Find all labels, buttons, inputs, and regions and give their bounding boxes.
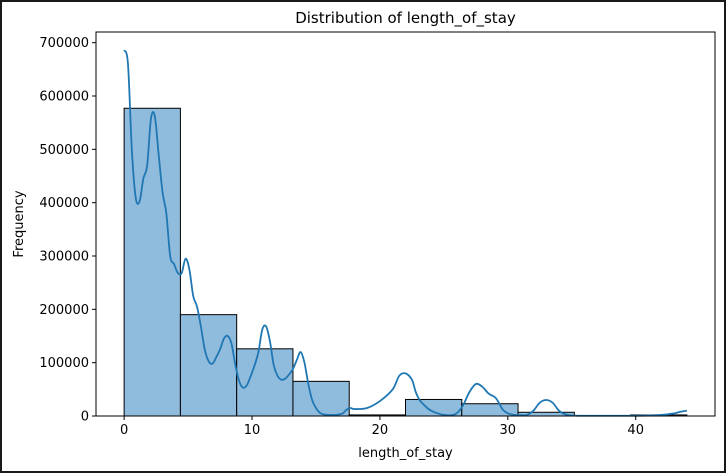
axes — [95, 31, 716, 417]
kde-line — [123, 49, 688, 417]
y-axis-label: Frequency — [12, 190, 27, 257]
x-axis-label: length_of_stay — [358, 446, 453, 461]
y-tick-label: 100000 — [39, 356, 89, 371]
y-tick-label: 500000 — [39, 143, 89, 158]
histogram-bar-5 — [405, 398, 463, 417]
chart-title: Distribution of length_of_stay — [295, 9, 516, 28]
axes-frame — [95, 31, 716, 417]
histogram-bar-0 — [123, 107, 181, 417]
y-axis-ticks: 0 100000 200000 300000 400000 500000 600000 700… — [39, 36, 96, 425]
x-tick-label: 40 — [627, 423, 644, 438]
kde-curve — [123, 49, 688, 417]
x-tick-label: 30 — [500, 423, 517, 438]
histogram-bars — [123, 107, 688, 417]
y-tick-label: 0 — [81, 410, 89, 425]
x-tick-label: 0 — [120, 423, 128, 438]
histogram-bar-1 — [179, 314, 238, 417]
y-tick-label: 700000 — [39, 36, 89, 51]
histogram-bar-3 — [292, 380, 350, 417]
y-tick-label: 300000 — [39, 250, 89, 265]
x-tick-label: 10 — [244, 423, 261, 438]
x-axis-ticks: 0 10 20 30 40 — [120, 416, 644, 438]
histogram-bar-2 — [236, 348, 294, 417]
y-tick-label: 600000 — [39, 90, 89, 105]
y-tick-label: 200000 — [39, 303, 89, 318]
y-tick-label: 400000 — [39, 196, 89, 211]
x-tick-label: 20 — [372, 423, 389, 438]
